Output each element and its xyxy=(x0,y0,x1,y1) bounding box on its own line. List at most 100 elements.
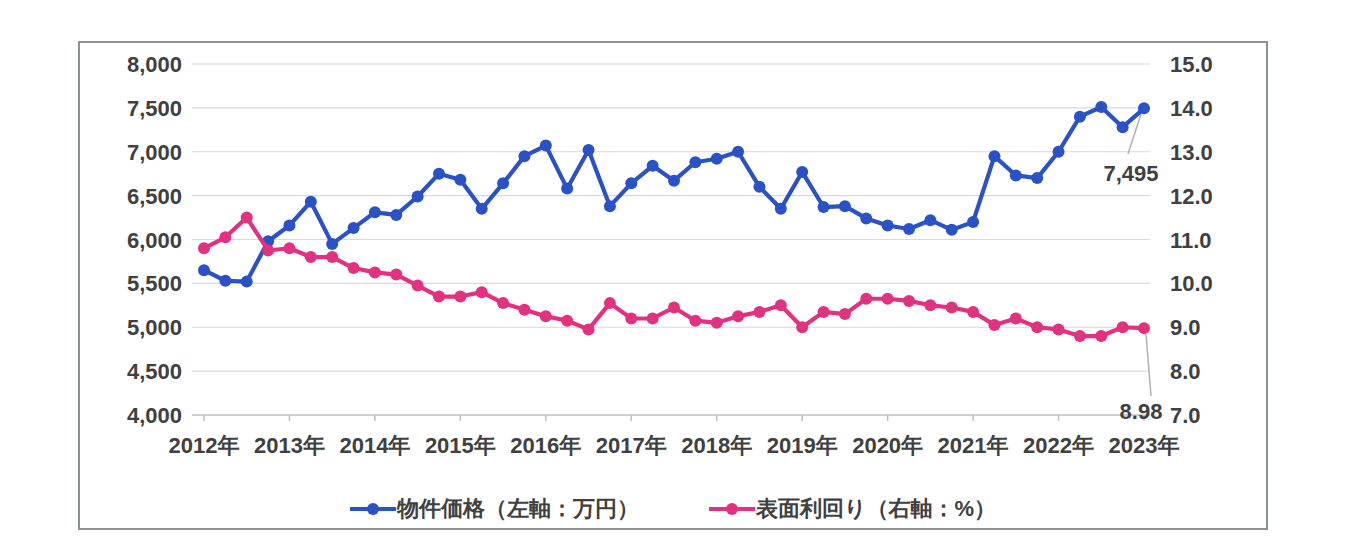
price-point xyxy=(476,203,488,215)
price-point xyxy=(1095,101,1107,113)
right-axis-tick-label: 9.0 xyxy=(1170,315,1201,340)
yield-point xyxy=(1053,323,1065,335)
price-point xyxy=(454,174,466,186)
price-point xyxy=(860,212,872,224)
yield-point xyxy=(1095,330,1107,342)
x-axis-year-label: 2022年 xyxy=(1023,433,1094,458)
price-point xyxy=(924,214,936,226)
x-axis-year-label: 2014年 xyxy=(339,433,410,458)
left-axis-tick-label: 7,500 xyxy=(127,96,182,121)
yield-point xyxy=(369,266,381,278)
legend-label-price: 物件価格（左軸：万円） xyxy=(397,494,639,524)
yield-point xyxy=(540,310,552,322)
yield-point xyxy=(689,315,701,327)
yield-point xyxy=(604,297,616,309)
yield-point xyxy=(518,304,530,316)
yield-point xyxy=(412,280,424,292)
yield-point xyxy=(1138,322,1150,334)
price-point xyxy=(1138,102,1150,114)
leader-line-yield xyxy=(1146,334,1151,396)
yield-point xyxy=(198,242,210,254)
price-point xyxy=(348,222,360,234)
price-point xyxy=(583,144,595,156)
price-point xyxy=(818,201,830,213)
yield-point xyxy=(241,212,253,224)
price-point xyxy=(1053,146,1065,158)
data-label-price-latest: 7,495 xyxy=(1089,161,1173,187)
price-point xyxy=(1031,172,1043,184)
price-point xyxy=(903,223,915,235)
yield-point xyxy=(988,319,1000,331)
price-point xyxy=(561,183,573,195)
price-point xyxy=(1117,121,1129,133)
x-axis-year-label: 2013年 xyxy=(254,433,325,458)
yield-point xyxy=(561,315,573,327)
price-point xyxy=(540,140,552,152)
left-axis-tick-label: 6,500 xyxy=(127,184,182,209)
price-point xyxy=(988,150,1000,162)
price-point xyxy=(625,177,637,189)
yield-point xyxy=(796,321,808,333)
price-point xyxy=(946,224,958,236)
legend: 物件価格（左軸：万円） 表面利回り（右軸：%） xyxy=(78,494,1268,524)
price-point xyxy=(689,156,701,168)
price-point xyxy=(198,264,210,276)
left-axis-tick-label: 7,000 xyxy=(127,140,182,165)
yield-point xyxy=(839,308,851,320)
price-point xyxy=(369,206,381,218)
price-point xyxy=(1074,111,1086,123)
chart-page: 8,00015.07,50014.07,00013.06,50012.06,00… xyxy=(0,0,1364,560)
price-point xyxy=(241,276,253,288)
yield-point xyxy=(1031,321,1043,333)
left-axis-tick-label: 5,500 xyxy=(127,271,182,296)
yield-point xyxy=(860,293,872,305)
right-axis-tick-label: 14.0 xyxy=(1170,96,1213,121)
yield-point xyxy=(625,312,637,324)
yield-point xyxy=(262,244,274,256)
x-axis-year-label: 2018年 xyxy=(681,433,752,458)
price-point xyxy=(433,168,445,180)
yield-point xyxy=(1074,330,1086,342)
legend-item-price: 物件価格（左軸：万円） xyxy=(350,494,639,524)
yield-point xyxy=(903,295,915,307)
right-axis-tick-label: 15.0 xyxy=(1170,52,1213,77)
price-point xyxy=(796,166,808,178)
yield-point xyxy=(433,291,445,303)
yield-point xyxy=(348,262,360,274)
x-axis-year-label: 2015年 xyxy=(425,433,496,458)
price-point xyxy=(497,177,509,189)
chart-canvas: 8,00015.07,50014.07,00013.06,50012.06,00… xyxy=(0,0,1364,560)
legend-item-yield: 表面利回り（右軸：%） xyxy=(709,494,996,524)
x-axis-year-label: 2023年 xyxy=(1109,433,1180,458)
yield-point xyxy=(946,302,958,314)
legend-label-yield: 表面利回り（右軸：%） xyxy=(756,494,996,524)
yield-point xyxy=(283,242,295,254)
right-axis-tick-label: 13.0 xyxy=(1170,140,1213,165)
price-point xyxy=(305,196,317,208)
yield-point xyxy=(967,306,979,318)
yield-point xyxy=(390,269,402,281)
price-point xyxy=(412,191,424,203)
legend-marker-yield-icon xyxy=(709,501,755,517)
yield-point xyxy=(924,299,936,311)
price-point xyxy=(711,153,723,165)
price-point xyxy=(283,219,295,231)
data-label-yield-latest: 8.98 xyxy=(1099,399,1183,425)
yield-point xyxy=(711,317,723,329)
left-axis-tick-label: 6,000 xyxy=(127,228,182,253)
left-axis-tick-label: 8,000 xyxy=(127,52,182,77)
yield-point xyxy=(818,306,830,318)
x-axis-year-label: 2019年 xyxy=(767,433,838,458)
x-axis-year-label: 2016年 xyxy=(510,433,581,458)
price-point xyxy=(668,175,680,187)
yield-point xyxy=(647,312,659,324)
price-point xyxy=(219,275,231,287)
price-point xyxy=(1010,169,1022,181)
price-line xyxy=(204,107,1144,282)
price-point xyxy=(647,160,659,172)
price-point xyxy=(604,200,616,212)
yield-point xyxy=(476,286,488,298)
price-point xyxy=(518,150,530,162)
yield-point xyxy=(219,231,231,243)
yield-point xyxy=(775,299,787,311)
